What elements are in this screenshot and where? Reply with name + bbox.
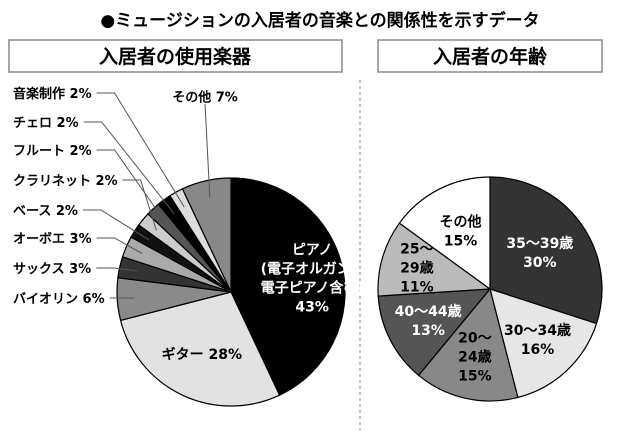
slice-label: クラリネット 2% (13, 174, 118, 189)
figure-title: ●ミュージションの入居者の音楽との関係性を示すデータ (100, 10, 539, 31)
slice-label: バイオリン 6% (13, 292, 105, 307)
slice-label: ギター 28% (162, 346, 242, 363)
left-chart-title: 入居者の使用楽器 (99, 45, 252, 68)
slice-label: サックス 3% (13, 262, 91, 277)
right-chart-title: 入居者の年齢 (433, 45, 548, 68)
slice-label: その他 7% (172, 90, 238, 106)
slice-label: ベース 2% (13, 204, 78, 219)
slice-label: オーボエ 3% (13, 231, 92, 247)
pie-instruments: ピアノ(電子オルガン、電子ピアノ含む)43%ギター 28%バイオリン 6%サック… (13, 86, 364, 406)
slice-label: フルート 2% (13, 144, 92, 159)
slice-label: 音楽制作 2% (13, 86, 92, 102)
slice-label: チェロ 2% (13, 116, 79, 131)
